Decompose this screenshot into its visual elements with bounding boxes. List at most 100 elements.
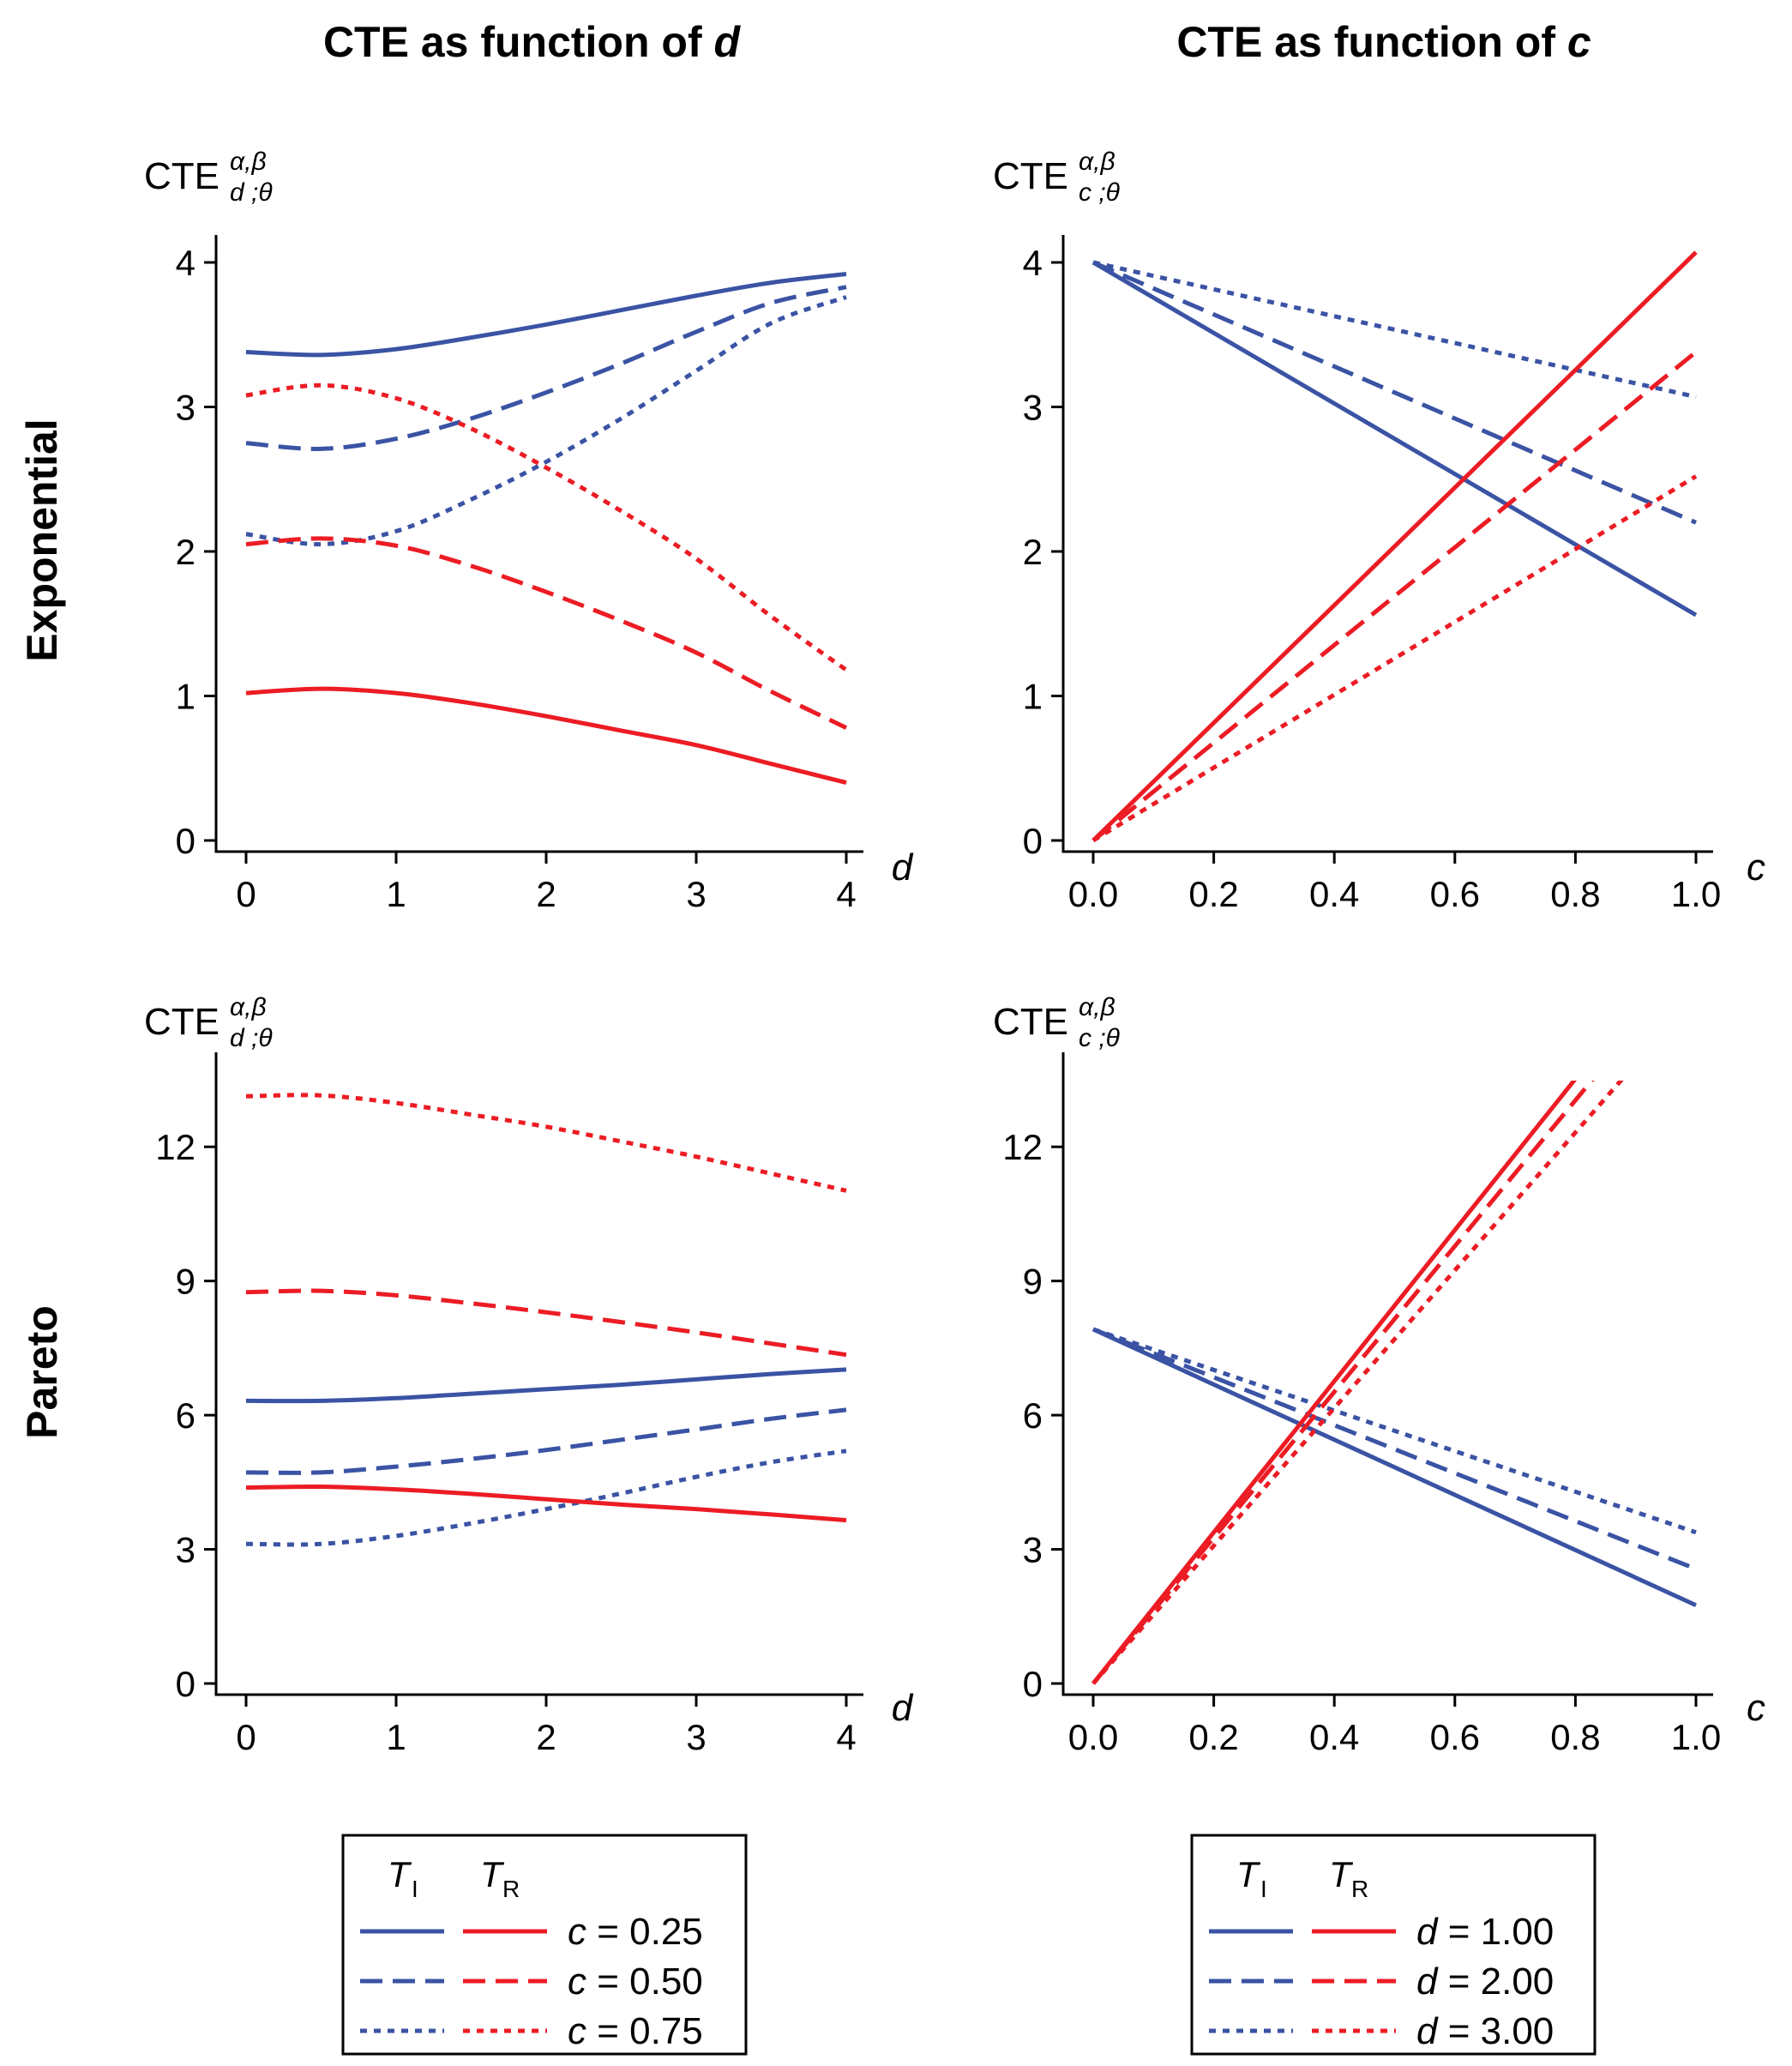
series-line-red-solid bbox=[245, 686, 847, 786]
series-line-red-solid bbox=[1091, 250, 1698, 842]
x-tick-label: 0.8 bbox=[1550, 1717, 1600, 1757]
x-tick-label: 1.0 bbox=[1671, 874, 1721, 914]
y-tick-label: 3 bbox=[1023, 388, 1043, 428]
x-axis-label: d bbox=[892, 1687, 914, 1729]
y-tick-label: 1 bbox=[1023, 677, 1043, 717]
series-line-red-dashed bbox=[1091, 350, 1698, 842]
series-line-blue-solid bbox=[245, 271, 847, 358]
x-tick-label: 2 bbox=[536, 874, 556, 914]
series-line-blue-dotted bbox=[1092, 260, 1697, 400]
legend-header-red: T bbox=[480, 1854, 505, 1894]
series-line-red-dotted bbox=[245, 1093, 847, 1193]
y-tick-label: 1 bbox=[176, 677, 195, 717]
legend-entry-label: c = 0.50 bbox=[568, 1961, 703, 2003]
series-line-blue-dashed bbox=[245, 285, 847, 451]
row-header-pareto: Pareto bbox=[18, 1305, 66, 1439]
y-axis-label-subscript: d ;θ bbox=[230, 178, 273, 207]
y-tick-label: 4 bbox=[1023, 243, 1043, 283]
chart-panel-exponential-c: 0 1 2 3 4 0.0 0.2 0.4 0.6 0.8 1.0 c CTE α,βc ;θ bbox=[993, 148, 1765, 914]
x-tick-label: 0 bbox=[236, 1717, 256, 1757]
x-tick-label: 1.0 bbox=[1671, 1717, 1721, 1757]
y-axis-label-superscript: α,β bbox=[230, 148, 267, 176]
series-line-blue-dotted bbox=[245, 1449, 847, 1547]
x-tick-label: 0.2 bbox=[1188, 874, 1238, 914]
x-tick-label: 0.4 bbox=[1309, 874, 1359, 914]
y-tick-label: 2 bbox=[1023, 532, 1043, 572]
series-line-blue-dashed bbox=[1092, 1327, 1697, 1571]
series-line-red-solid bbox=[245, 1484, 847, 1523]
x-tick-label: 0.4 bbox=[1309, 1717, 1359, 1757]
series-line-blue-dotted bbox=[1092, 1327, 1697, 1535]
series-line-red-dotted bbox=[245, 382, 848, 672]
legend-header-blue: T bbox=[388, 1854, 412, 1894]
series-line-red-dotted bbox=[1091, 1081, 1624, 1685]
x-tick-label: 3 bbox=[686, 1717, 706, 1757]
y-tick-label: 0 bbox=[1023, 821, 1043, 861]
x-tick-label: 0.8 bbox=[1550, 874, 1600, 914]
legend-header-red-sub: R bbox=[502, 1876, 520, 1902]
x-axis-label: d bbox=[892, 846, 914, 888]
y-axis-label: CTE α,β c ;θ bbox=[993, 993, 1121, 1052]
x-tick-label: 3 bbox=[686, 874, 706, 914]
y-tick-label: 6 bbox=[176, 1395, 195, 1436]
x-tick-label: 0.0 bbox=[1068, 874, 1118, 914]
legend-header-blue-sub: I bbox=[1260, 1876, 1267, 1902]
y-tick-label: 3 bbox=[1023, 1530, 1043, 1570]
legend-right: T I T Rd = 1.00d = 2.00d = 3.00 bbox=[1190, 1834, 1597, 2056]
chart-panel-pareto-c: 0 3 6 9 12 0.0 0.2 0.4 0.6 0.8 1.0 c CTE α,β c ;θ bbox=[993, 993, 1765, 1757]
y-tick-label: 3 bbox=[176, 1530, 195, 1570]
y-axis-label: CTE α,βd ;θ bbox=[144, 993, 273, 1052]
x-axis-label: c bbox=[1747, 1687, 1765, 1729]
legend-header-blue-sub: I bbox=[412, 1876, 418, 1902]
x-tick-label: 0.6 bbox=[1430, 874, 1480, 914]
legend-box bbox=[1190, 1834, 1597, 2056]
y-axis-label: CTE α,βd ;θ bbox=[144, 148, 273, 207]
y-axis-label-subscript: c ;θ bbox=[1079, 178, 1121, 207]
x-tick-label: 0.2 bbox=[1188, 1717, 1238, 1757]
legend-header-red-sub: R bbox=[1351, 1876, 1368, 1902]
legend-entry-label: c = 0.25 bbox=[568, 1911, 703, 1953]
series-line-blue-dashed bbox=[245, 1407, 847, 1475]
legend-entry-label: d = 2.00 bbox=[1416, 1961, 1554, 2003]
y-tick-label: 0 bbox=[1023, 1664, 1043, 1704]
y-tick-label: 0 bbox=[176, 821, 195, 861]
y-tick-label: 2 bbox=[176, 532, 195, 572]
y-axis-label-base: CTE bbox=[993, 1001, 1068, 1043]
y-axis-label-base: CTE bbox=[993, 155, 1068, 197]
x-tick-label: 2 bbox=[536, 1717, 556, 1757]
legend-left: T I T Rc = 0.25c = 0.50c = 0.75 bbox=[341, 1834, 748, 2056]
series-line-blue-solid bbox=[1091, 1327, 1698, 1608]
x-tick-label: 0 bbox=[236, 874, 256, 914]
series-line-red-dashed bbox=[245, 1288, 847, 1358]
x-tick-label: 1 bbox=[386, 874, 406, 914]
y-axis-label-superscript: α,β bbox=[230, 993, 267, 1021]
y-axis-label-subscript: d ;θ bbox=[230, 1024, 273, 1052]
series-line-blue-dotted bbox=[245, 295, 847, 547]
x-tick-label: 1 bbox=[386, 1717, 406, 1757]
y-tick-label: 12 bbox=[155, 1127, 195, 1167]
series-line-red-dashed bbox=[1091, 1081, 1595, 1685]
series-line-red-dotted bbox=[1091, 474, 1698, 843]
series-line-blue-solid bbox=[1091, 260, 1698, 617]
x-axis-label: c bbox=[1747, 846, 1765, 888]
row-header-exponential: Exponential bbox=[18, 419, 66, 661]
series-line-blue-solid bbox=[245, 1367, 847, 1404]
y-tick-label: 3 bbox=[176, 388, 195, 428]
y-tick-label: 9 bbox=[176, 1262, 195, 1302]
y-tick-label: 6 bbox=[1023, 1395, 1043, 1436]
y-axis-label-base: CTE bbox=[144, 155, 219, 197]
legend-entry-label: c = 0.75 bbox=[568, 2010, 703, 2052]
y-axis-label-superscript: α,β bbox=[1079, 148, 1115, 176]
legend-entry-label: d = 3.00 bbox=[1416, 2010, 1554, 2052]
series-line-red-solid bbox=[1091, 1081, 1577, 1685]
legend-header-red: T bbox=[1329, 1854, 1354, 1894]
column-header-d: CTE as function of d bbox=[323, 18, 742, 66]
series-line-red-dashed bbox=[245, 536, 848, 730]
x-tick-label: 0.0 bbox=[1068, 1717, 1118, 1757]
y-tick-label: 9 bbox=[1023, 1262, 1043, 1302]
y-tick-label: 4 bbox=[176, 243, 195, 283]
legend-header-blue: T bbox=[1236, 1854, 1261, 1894]
legend-entry-label: d = 1.00 bbox=[1416, 1911, 1554, 1953]
